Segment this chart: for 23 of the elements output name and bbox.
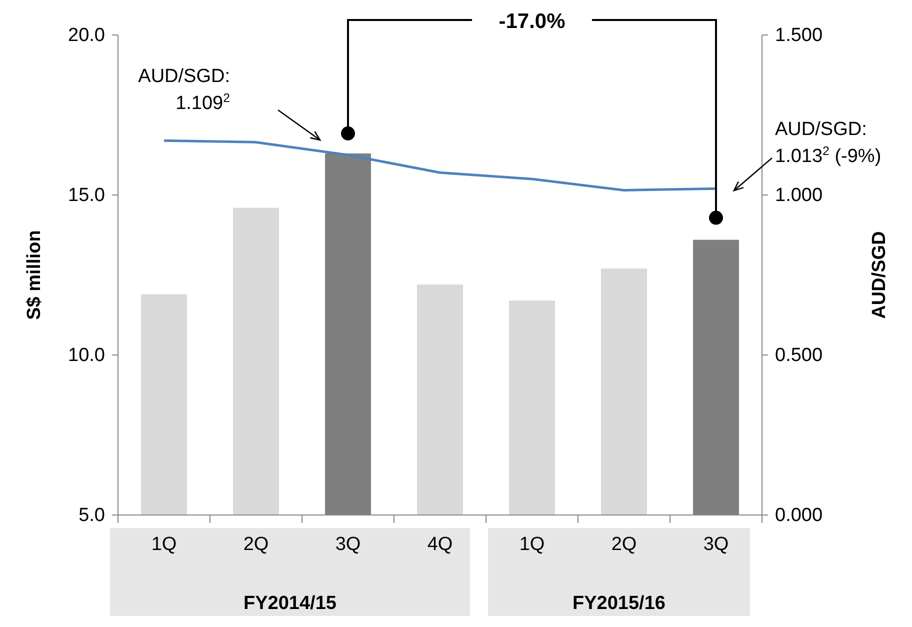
x-tick-label: 2Q [243,534,269,555]
x-tick-label: 2Q [611,534,637,555]
x-tick-label: 1Q [519,534,545,555]
x-tick-label: 3Q [335,534,361,555]
x-tick-label: 3Q [703,534,729,555]
text: AUD/SGD: 1.013$^{2}$ (-9%) [775,119,882,167]
x-tick-label: 4Q [427,534,453,555]
text: -17.0% [498,10,566,33]
y2-tick-label: 1.500 [775,25,823,46]
y2-axis-title: AUD/SGD [869,231,890,319]
line-series [162,139,718,192]
y2-tick-label: 0.500 [775,345,823,366]
y-tick-label: 20.0 [68,25,105,46]
y-tick-label: 10.0 [68,345,105,366]
x-tick-label: 1Q [151,534,177,555]
y2-tick-label: 1.000 [775,185,823,206]
text: FY2014/15 [244,593,337,614]
annotation: AUD/SGD: 1.109$^{2}$ [138,66,230,114]
y-tick-label: 15.0 [68,185,105,206]
y-tick-label: 5.0 [78,505,105,526]
text: FY2015/16 [572,593,666,614]
y2-tick-label: 0.000 [775,505,823,526]
y-axis-title: S$ million [24,230,45,320]
